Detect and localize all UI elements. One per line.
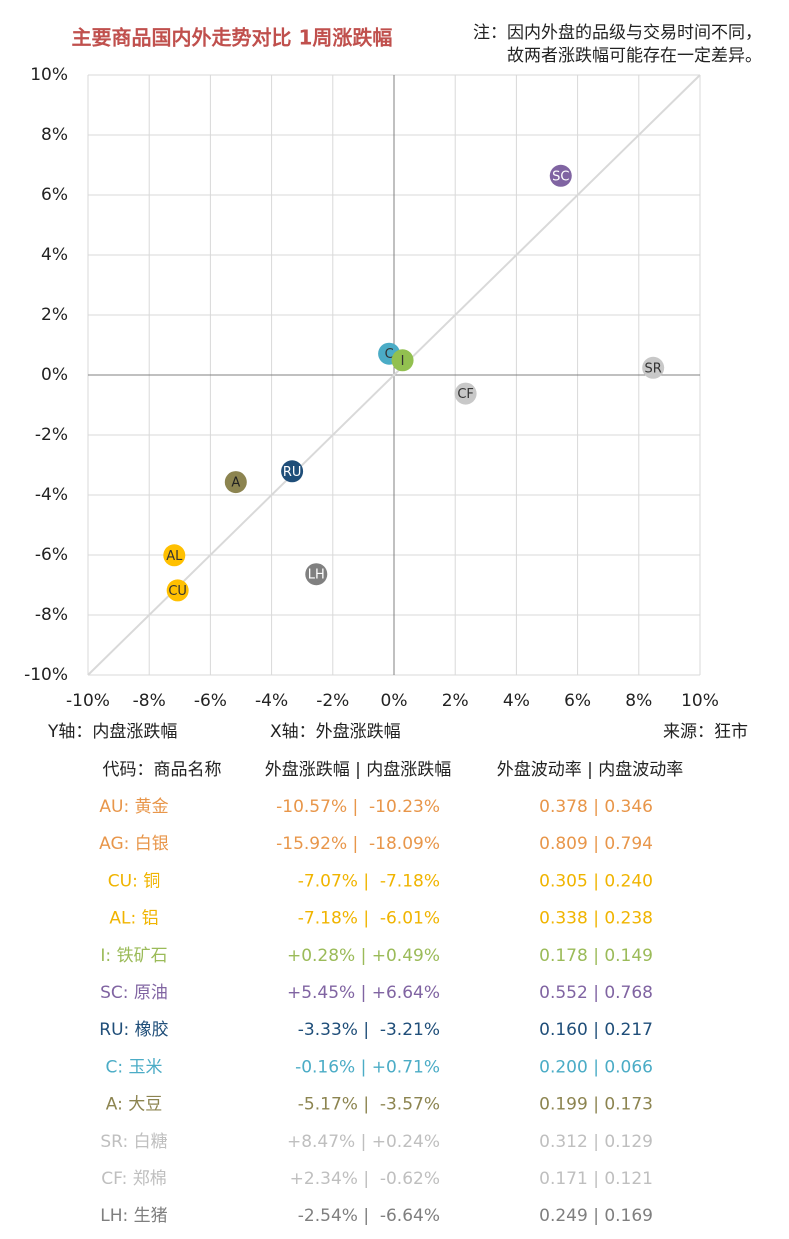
chart-title: 主要商品国内外走势对比 1周涨跌幅 — [72, 26, 393, 50]
row-name: C: 玉米 — [105, 1057, 162, 1077]
point-label: CU — [168, 584, 187, 599]
row-change: -3.33% | -3.21% — [298, 1020, 440, 1040]
y-tick-label: 10% — [30, 65, 68, 85]
row-change: -15.92% | -18.09% — [276, 834, 440, 854]
point — [454, 382, 477, 405]
note: 注：因内外盘的品级与交易时间不同， — [473, 23, 762, 43]
y-tick-label: -10% — [24, 665, 68, 685]
row-name: A: 大豆 — [106, 1095, 162, 1115]
row-volatility: 0.199 | 0.173 — [539, 1095, 653, 1115]
point — [224, 471, 247, 494]
row-name: AL: 铝 — [109, 909, 158, 929]
row-change: +8.47% | +0.24% — [287, 1132, 440, 1152]
point — [549, 164, 572, 187]
row-volatility: 0.809 | 0.794 — [539, 834, 653, 854]
row-name: AU: 黄金 — [99, 797, 168, 817]
point-label: SC — [552, 169, 569, 184]
reference-line — [87, 74, 701, 676]
y-tick-label: 6% — [41, 185, 68, 205]
row-name: CF: 郑棉 — [101, 1169, 166, 1189]
row-change: -5.17% | -3.57% — [298, 1095, 440, 1115]
x-tick-label: -4% — [255, 691, 288, 711]
row-volatility: 0.178 | 0.149 — [539, 946, 653, 966]
row-name: I: 铁矿石 — [100, 946, 167, 966]
point — [642, 356, 665, 379]
y-axis-label: Y轴：内盘涨跌幅 — [47, 722, 177, 742]
y-tick-label: 2% — [41, 305, 68, 325]
row-volatility: 0.552 | 0.768 — [539, 983, 653, 1003]
row-name: SR: 白糖 — [100, 1132, 167, 1152]
table-header: 外盘涨跌幅 | 内盘涨跌幅 — [265, 760, 452, 780]
row-change: -10.57% | -10.23% — [276, 797, 440, 817]
y-tick-label: -8% — [35, 605, 68, 625]
x-tick-label: 8% — [625, 691, 652, 711]
table-header: 代码：商品名称 — [103, 760, 222, 780]
table-header: 外盘波动率 | 内盘波动率 — [497, 760, 684, 780]
table: 代码：商品名称 外盘涨跌幅 | 内盘涨跌幅 外盘波动率 | 内盘波动率 AU: 黄金 -… — [99, 760, 683, 1226]
point-label: SR — [645, 361, 662, 376]
y-tick-label: -4% — [35, 485, 68, 505]
point — [281, 460, 304, 483]
marks: SC C I SR CF RU A AL CU LH — [163, 164, 665, 602]
row-name: SC: 原油 — [100, 983, 168, 1003]
x-tick-label: 6% — [564, 691, 591, 711]
row-change: +5.45% | +6.64% — [287, 983, 440, 1003]
row-name: AG: 白银 — [99, 834, 169, 854]
row-volatility: 0.305 | 0.240 — [539, 871, 653, 891]
row-change: -7.07% | -7.18% — [298, 871, 440, 891]
point-label: A — [231, 476, 240, 491]
row-volatility: 0.200 | 0.066 — [539, 1057, 653, 1077]
point — [163, 544, 186, 567]
y-tick-label: 0% — [41, 365, 68, 385]
row-name: LH: 生猪 — [100, 1206, 167, 1226]
point-label: I — [401, 354, 405, 369]
x-tick-label: -2% — [316, 691, 349, 711]
x-axis-label: X轴：外盘涨跌幅 — [270, 722, 401, 742]
row-volatility: 0.171 | 0.121 — [539, 1169, 653, 1189]
x-tick-label: 2% — [442, 691, 469, 711]
point — [166, 579, 189, 602]
x-tick-label: 10% — [681, 691, 719, 711]
point — [305, 563, 328, 586]
row-change: -0.16% | +0.71% — [295, 1057, 440, 1077]
x-tick-label: 0% — [381, 691, 408, 711]
y-tick-label: -2% — [35, 425, 68, 445]
row-change: -7.18% | -6.01% — [298, 909, 440, 929]
y-tick-label: 4% — [41, 245, 68, 265]
row-name: CU: 铜 — [108, 871, 160, 891]
row-change: +0.28% | +0.49% — [287, 946, 440, 966]
x-tick-label: -10% — [66, 691, 110, 711]
row-change: -2.54% | -6.64% — [298, 1206, 440, 1226]
x-tick-label: -8% — [133, 691, 166, 711]
x-tick-label: 4% — [503, 691, 530, 711]
source: 来源：狂市 — [663, 722, 748, 742]
row-volatility: 0.378 | 0.346 — [539, 797, 653, 817]
point-label: C — [385, 347, 394, 362]
point-label: AL — [166, 549, 183, 564]
point — [391, 349, 414, 372]
row-volatility: 0.312 | 0.129 — [539, 1132, 653, 1152]
row-volatility: 0.338 | 0.238 — [539, 909, 653, 929]
point-label: LH — [308, 568, 325, 583]
row-name: RU: 橡胶 — [99, 1020, 168, 1040]
row-volatility: 0.249 | 0.169 — [539, 1206, 653, 1226]
x-tick-label: -6% — [194, 691, 227, 711]
y-tick-label: -6% — [35, 545, 68, 565]
note: 故两者涨跌幅可能存在一定差异。 — [507, 46, 762, 66]
point-label: CF — [457, 387, 474, 402]
row-change: +2.34% | -0.62% — [290, 1169, 440, 1189]
y-tick-label: 8% — [41, 125, 68, 145]
grid: -10% -8% -6% -4% -2% 0% 2% 4% 6% 8% 10% -10% -8% -6% -… — [24, 65, 719, 711]
point-label: RU — [283, 465, 302, 480]
row-volatility: 0.160 | 0.217 — [539, 1020, 653, 1040]
